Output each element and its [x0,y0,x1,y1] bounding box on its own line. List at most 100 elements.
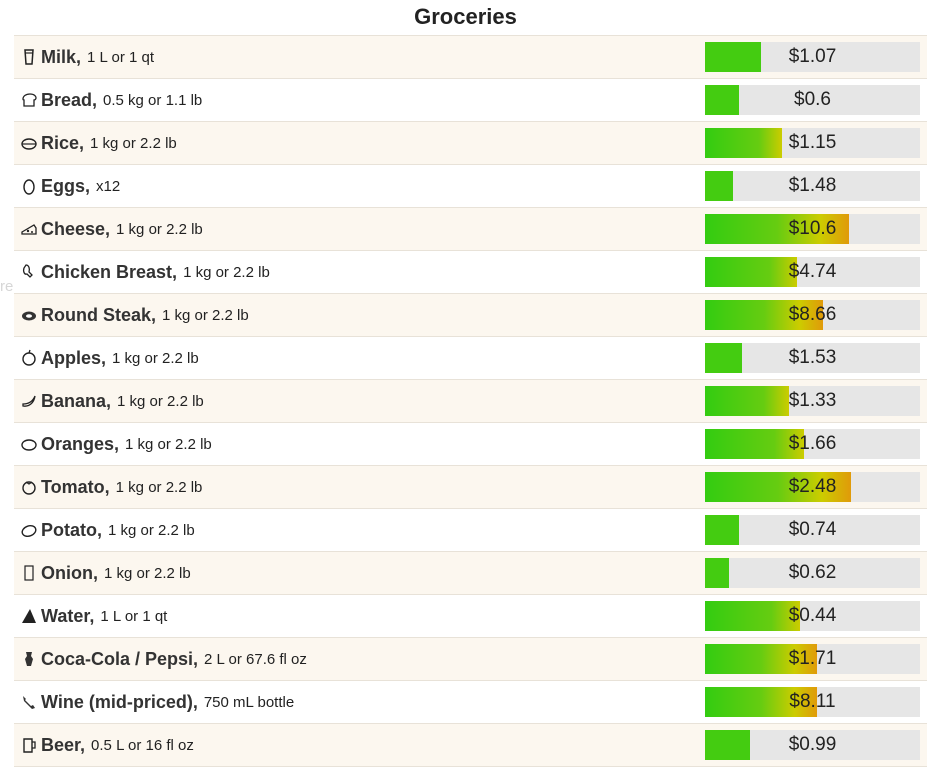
orange-icon [20,435,38,453]
item-cell: Beer, 0.5 L or 16 fl oz [14,735,194,756]
table-row: Beer, 0.5 L or 16 fl oz $0.99 [14,724,927,767]
potato-icon [20,521,38,539]
item-price: $0.99 [788,734,837,755]
item-quantity: 750 mL bottle [203,693,295,711]
item-name: Tomato, [41,476,110,497]
item-cell: Onion, 1 kg or 2.2 lb [14,563,191,584]
table-row: Cheese, 1 kg or 2.2 lb $10.6 [14,208,927,251]
table-row: Bread, 0.5 kg or 1.1 lb $0.6 [14,79,927,122]
table-row: Wine (mid-priced), 750 mL bottle $8.11 [14,681,927,724]
item-quantity: x12 [96,177,121,195]
table-row: Onion, 1 kg or 2.2 lb $0.62 [14,552,927,595]
item-cell: Eggs, x12 [14,176,120,197]
cheese-icon [20,220,38,238]
item-price: $0.62 [788,562,837,583]
item-cell: Round Steak, 1 kg or 2.2 lb [14,305,249,326]
item-name: Potato, [41,519,102,540]
item-cell: Potato, 1 kg or 2.2 lb [14,520,195,541]
item-quantity: 1 L or 1 qt [100,607,168,625]
item-cell: Chicken Breast, 1 kg or 2.2 lb [14,262,270,283]
item-cell: Coca-Cola / Pepsi, 2 L or 67.6 fl oz [14,649,307,670]
price-bar-fill [705,644,817,674]
item-cell: Oranges, 1 kg or 2.2 lb [14,434,212,455]
item-cell: Apples, 1 kg or 2.2 lb [14,348,199,369]
price-bar-fill [705,128,782,158]
wine-icon [20,693,38,711]
item-quantity: 1 L or 1 qt [87,48,155,66]
price-bar: $1.71 [705,644,920,674]
price-bar-fill [705,85,739,115]
soda-icon [20,650,38,668]
price-bar-fill [705,515,739,545]
price-bar-fill [705,300,823,330]
banana-icon [20,392,38,410]
item-quantity: 1 kg or 2.2 lb [116,220,203,238]
item-quantity: 1 kg or 2.2 lb [115,478,203,496]
item-price: $1.33 [788,390,837,411]
price-bar-fill [705,343,742,373]
beer-icon [20,736,38,754]
item-name: Bread, [41,89,98,110]
item-name: Beer, [41,734,86,755]
item-cell: Wine (mid-priced), 750 mL bottle [14,692,294,713]
item-name: Oranges, [41,433,120,454]
item-price: $2.48 [788,476,837,497]
rice-icon [20,134,38,152]
item-quantity: 1 kg or 2.2 lb [125,435,212,453]
item-price: $1.71 [788,648,837,669]
price-bar-fill [705,386,789,416]
item-price: $8.11 [789,691,836,712]
item-name: Round Steak, [41,304,157,325]
item-name: Apples, [41,347,107,368]
item-price: $1.07 [788,46,837,67]
price-bar: $0.74 [705,515,920,545]
table-row: Apples, 1 kg or 2.2 lb $1.53 [14,337,927,380]
item-quantity: 0.5 L or 16 fl oz [91,736,194,754]
table-row: Rice, 1 kg or 2.2 lb $1.15 [14,122,927,165]
item-name: Coca-Cola / Pepsi, [41,648,199,669]
item-price: $1.66 [788,433,837,454]
price-bar-fill [705,42,761,72]
table-row: Potato, 1 kg or 2.2 lb $0.74 [14,509,927,552]
item-name: Eggs, [41,175,91,196]
price-bar: $8.11 [705,687,920,717]
item-name: Banana, [41,390,112,411]
item-quantity: 1 kg or 2.2 lb [90,134,177,152]
groceries-table: Milk, 1 L or 1 qt $1.07 Bread, 0.5 kg or 1.1… [14,35,927,767]
item-cell: Cheese, 1 kg or 2.2 lb [14,219,203,240]
steak-icon [20,306,38,324]
item-name: Cheese, [41,218,111,239]
table-row: Oranges, 1 kg or 2.2 lb $1.66 [14,423,927,466]
price-bar: $1.15 [705,128,920,158]
table-row: Water, 1 L or 1 qt $0.44 [14,595,927,638]
price-bar: $4.74 [705,257,920,287]
item-price: $1.48 [788,175,837,196]
item-quantity: 1 kg or 2.2 lb [104,564,191,582]
water-icon [20,607,38,625]
table-row: Coca-Cola / Pepsi, 2 L or 67.6 fl oz $1.71 [14,638,927,681]
item-quantity: 1 kg or 2.2 lb [117,392,204,410]
price-bar: $8.66 [705,300,920,330]
item-price: $4.74 [788,261,837,282]
price-bar: $1.66 [705,429,920,459]
price-bar-fill [705,687,817,717]
item-cell: Rice, 1 kg or 2.2 lb [14,133,177,154]
item-price: $1.53 [788,347,837,368]
egg-icon [20,177,38,195]
page-title: Groceries [414,4,517,29]
item-quantity: 2 L or 67.6 fl oz [204,650,307,668]
chicken-icon [20,263,38,281]
price-bar-fill [705,171,733,201]
table-row: Tomato, 1 kg or 2.2 lb $2.48 [14,466,927,509]
item-price: $0.6 [794,89,831,110]
table-row: Milk, 1 L or 1 qt $1.07 [14,35,927,79]
price-bar-fill [705,601,800,631]
item-name: Chicken Breast, [41,261,178,282]
item-cell: Bread, 0.5 kg or 1.1 lb [14,90,202,111]
item-quantity: 1 kg or 2.2 lb [162,306,249,324]
price-bar-fill [705,558,729,588]
price-bar: $0.44 [705,601,920,631]
item-quantity: 0.5 kg or 1.1 lb [103,91,203,109]
table-row: Banana, 1 kg or 2.2 lb $1.33 [14,380,927,423]
apple-icon [20,349,38,367]
